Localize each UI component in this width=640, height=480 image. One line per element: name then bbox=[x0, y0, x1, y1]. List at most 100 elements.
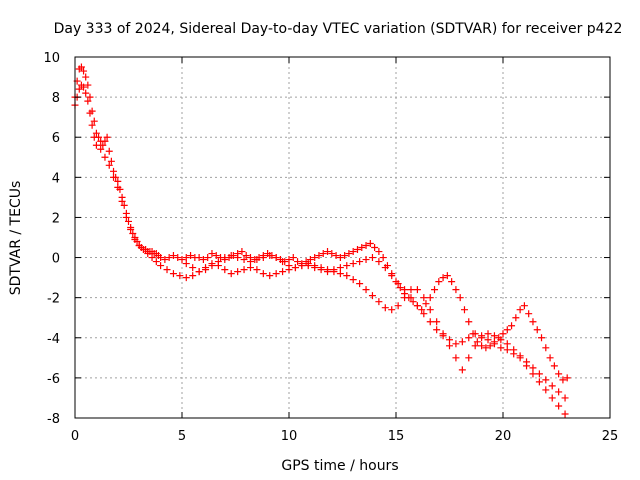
data-point bbox=[246, 258, 254, 266]
data-point bbox=[561, 410, 569, 418]
data-point bbox=[110, 167, 118, 175]
x-tick-label: 25 bbox=[602, 429, 619, 444]
data-point bbox=[546, 354, 554, 362]
data-point bbox=[285, 262, 293, 270]
data-point bbox=[144, 250, 152, 258]
data-point bbox=[77, 63, 85, 71]
data-point bbox=[362, 256, 370, 264]
data-point bbox=[510, 346, 518, 354]
data-point bbox=[315, 252, 323, 260]
y-tick-label: 8 bbox=[52, 91, 60, 106]
data-point bbox=[497, 336, 505, 344]
data-point bbox=[266, 272, 274, 280]
data-point bbox=[465, 318, 473, 326]
data-point bbox=[431, 286, 439, 294]
data-point bbox=[478, 342, 486, 350]
y-tick-label: 6 bbox=[52, 131, 60, 146]
data-point bbox=[456, 294, 464, 302]
data-point bbox=[125, 217, 132, 225]
y-tick-label: 10 bbox=[43, 51, 60, 66]
data-point bbox=[259, 270, 267, 278]
x-tick-label: 10 bbox=[281, 429, 298, 444]
data-point bbox=[478, 334, 486, 342]
data-point bbox=[533, 326, 541, 334]
data-point bbox=[97, 145, 105, 153]
y-tick-labels: 10 8 6 4 2 0 -2 -4 -6 -8 bbox=[43, 51, 60, 427]
data-point bbox=[435, 278, 443, 286]
data-point bbox=[80, 67, 88, 75]
data-point bbox=[497, 344, 505, 352]
data-point bbox=[535, 370, 543, 378]
data-point bbox=[90, 117, 98, 125]
data-point bbox=[490, 332, 498, 340]
data-point bbox=[443, 272, 451, 280]
data-point bbox=[227, 252, 235, 260]
data-point bbox=[99, 141, 107, 149]
data-point bbox=[187, 252, 195, 260]
data-point bbox=[401, 294, 409, 302]
data-point bbox=[550, 362, 558, 370]
data-point bbox=[182, 274, 190, 282]
data-point bbox=[535, 378, 543, 386]
data-point bbox=[332, 252, 340, 260]
y-tick-label: -2 bbox=[47, 292, 60, 307]
data-point bbox=[289, 254, 297, 262]
data-point bbox=[272, 254, 280, 262]
data-point bbox=[353, 246, 361, 254]
data-point bbox=[90, 133, 98, 141]
data-point bbox=[529, 370, 537, 378]
data-point bbox=[259, 254, 267, 262]
data-point bbox=[499, 330, 507, 338]
data-point bbox=[157, 262, 165, 270]
data-point bbox=[452, 340, 460, 348]
x-axis-title: GPS time / hours bbox=[281, 458, 398, 474]
x-tick-label: 15 bbox=[388, 429, 405, 444]
data-point bbox=[561, 394, 569, 402]
y-tick-label: 0 bbox=[52, 252, 60, 267]
data-point bbox=[555, 370, 563, 378]
data-point bbox=[484, 330, 492, 338]
y-tick-label: -8 bbox=[47, 412, 60, 427]
data-point bbox=[189, 272, 197, 280]
data-point bbox=[118, 197, 126, 205]
data-point bbox=[503, 326, 511, 334]
data-point bbox=[324, 266, 332, 274]
data-point bbox=[381, 264, 389, 272]
data-point bbox=[163, 266, 171, 274]
data-point bbox=[129, 229, 137, 237]
data-point bbox=[319, 250, 327, 258]
data-point bbox=[375, 248, 383, 256]
data-point bbox=[86, 109, 94, 117]
data-point bbox=[105, 161, 113, 169]
data-point bbox=[148, 254, 156, 262]
data-point bbox=[336, 254, 344, 262]
data-point bbox=[272, 270, 280, 278]
data-point bbox=[512, 314, 520, 322]
data-point bbox=[212, 252, 220, 260]
data-point bbox=[471, 330, 479, 338]
data-point bbox=[92, 129, 100, 137]
data-point bbox=[420, 310, 428, 318]
data-point bbox=[291, 264, 299, 272]
data-point bbox=[107, 157, 115, 165]
data-point bbox=[343, 272, 351, 280]
data-point bbox=[294, 258, 302, 266]
data-point bbox=[227, 270, 235, 278]
data-point bbox=[529, 364, 537, 372]
data-point bbox=[86, 93, 94, 101]
data-point bbox=[538, 334, 546, 342]
data-point bbox=[439, 330, 447, 338]
data-point bbox=[413, 302, 421, 310]
data-point bbox=[426, 294, 434, 302]
data-point bbox=[368, 254, 376, 262]
data-point bbox=[221, 266, 229, 274]
y-tick-label: 4 bbox=[52, 171, 60, 186]
data-point bbox=[114, 183, 122, 191]
data-point bbox=[82, 89, 90, 97]
data-point bbox=[520, 302, 528, 310]
data-point bbox=[336, 270, 344, 278]
data-point bbox=[114, 177, 122, 185]
data-point bbox=[110, 173, 118, 181]
data-point bbox=[349, 260, 357, 268]
